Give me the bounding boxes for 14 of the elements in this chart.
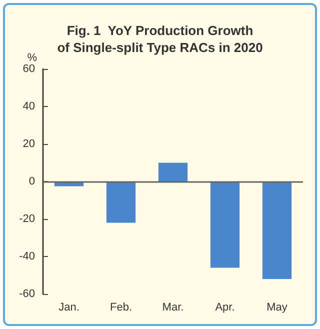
x-tick-label: Feb. <box>110 302 132 314</box>
x-tick-label: May <box>266 302 288 314</box>
chart-title: Fig. 1 YoY Production Growth of Single-split Type RACs in 2020 <box>57 23 263 55</box>
y-tick-label: -60 <box>19 288 35 300</box>
x-tick-label: Jan. <box>58 302 80 314</box>
y-tick-label: 20 <box>22 138 35 150</box>
y-axis-title: % <box>27 52 38 64</box>
y-tick-label: 0 <box>28 176 35 188</box>
x-tick-label: Apr. <box>215 302 235 314</box>
y-tick-label: 40 <box>22 100 35 112</box>
y-tick-label: -40 <box>19 250 35 262</box>
y-tick-label: -20 <box>19 213 35 225</box>
x-tick-label: Mar. <box>162 302 184 314</box>
y-tick-label: 60 <box>22 63 35 75</box>
